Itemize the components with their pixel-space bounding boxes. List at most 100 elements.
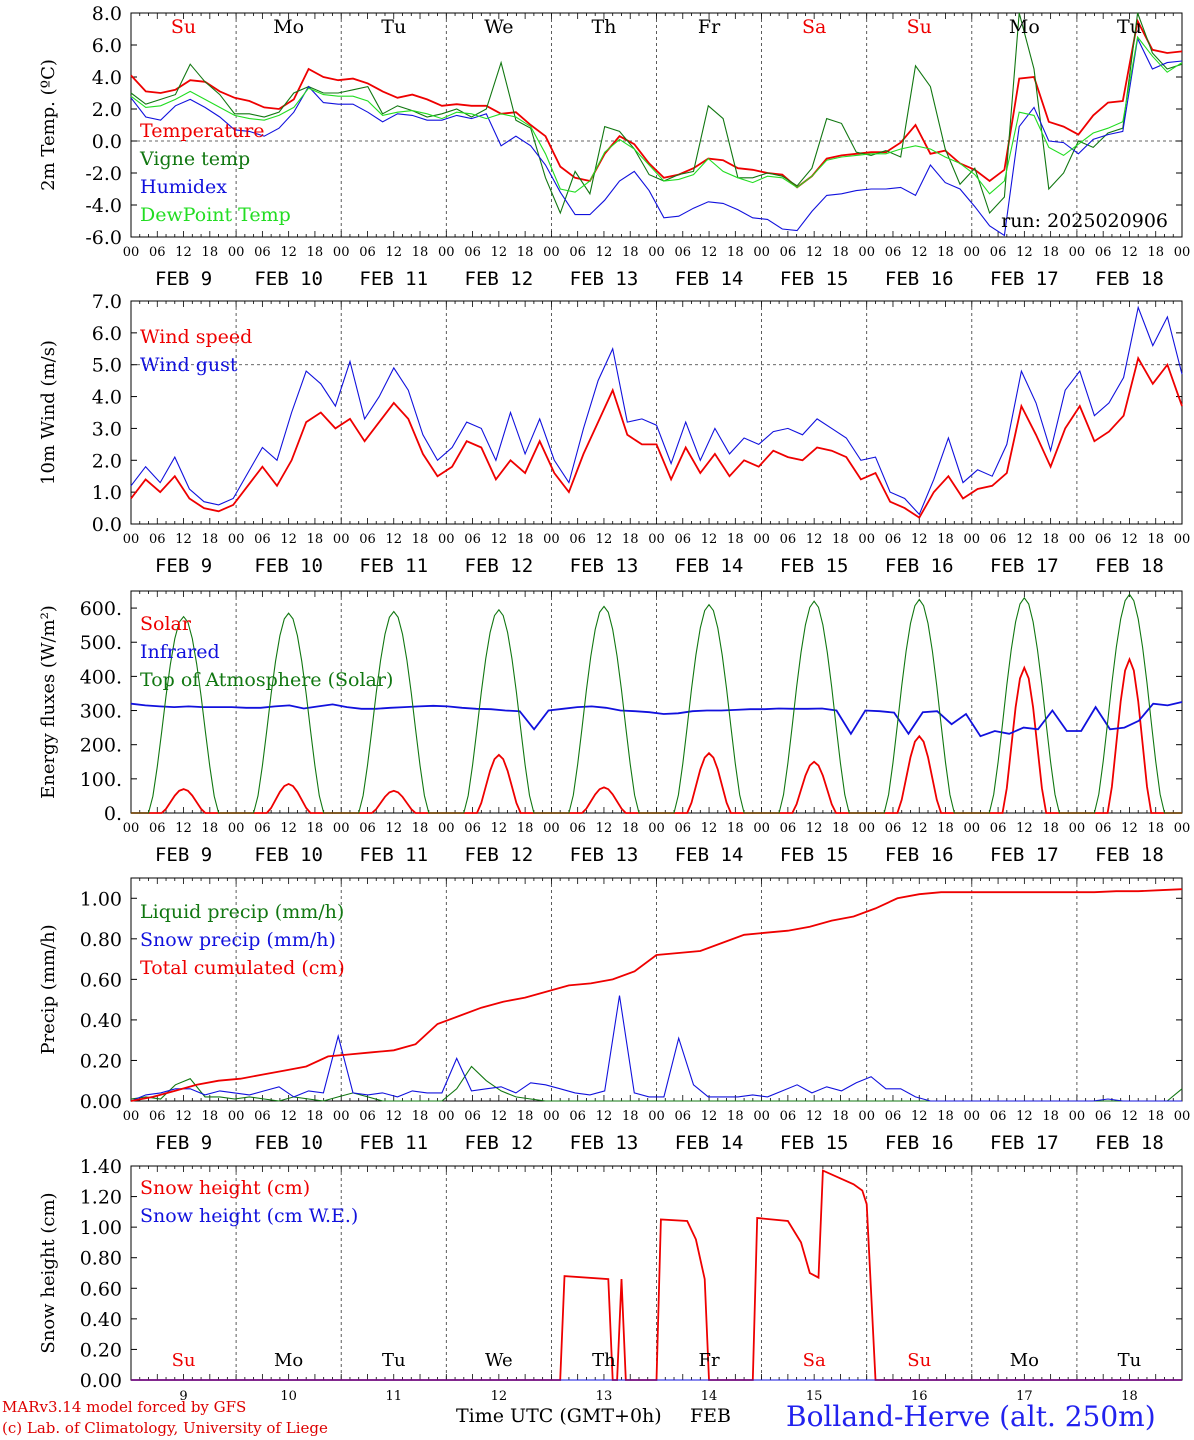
y-tick-label: 0.00 [80,1370,122,1392]
hour-tick-label: 18 [412,821,429,836]
hour-tick-label: 12 [1016,821,1033,836]
hour-tick-label: 00 [438,1109,455,1124]
hour-tick-label: 12 [596,1109,613,1124]
weekday-label-top: Tu [381,16,406,38]
weekday-label-bottom: Su [907,1350,931,1371]
hour-tick-label: 18 [727,245,744,260]
y-tick-label: 0.60 [80,969,122,991]
date-label: FEB 11 [359,844,428,866]
y-axis-label: Precip (mm/h) [38,924,59,1054]
y-axis-label: 2m Temp. (ºC) [38,59,59,191]
hour-tick-label: 00 [648,1109,665,1124]
hour-tick-label: 00 [333,532,350,547]
date-label: FEB 11 [359,268,428,290]
y-tick-label: 8.0 [92,3,122,25]
legend-entry: Wind gust [140,354,238,376]
hour-tick-label: 12 [701,1109,718,1124]
hour-tick-label: 06 [254,1109,271,1124]
y-tick-label: 500. [80,632,122,654]
date-label: FEB 9 [155,555,212,577]
weekday-label-bottom: Tu [382,1350,406,1371]
date-label: FEB 9 [155,268,212,290]
date-label: FEB 12 [465,555,534,577]
y-tick-label: 0.20 [80,1050,122,1072]
hour-tick-label: 00 [333,1109,350,1124]
y-tick-label: 0.40 [80,1010,122,1032]
date-label: FEB 14 [675,1132,744,1154]
hour-tick-label: 18 [307,1109,324,1124]
legend-entry: Top of Atmosphere (Solar) [140,669,393,691]
hour-tick-label: 18 [1147,245,1164,260]
hour-tick-label: 12 [280,821,297,836]
hour-tick-label: 00 [438,821,455,836]
hour-tick-label: 18 [517,1109,534,1124]
date-label: FEB 15 [780,268,849,290]
hour-tick-label: 18 [202,1109,219,1124]
hour-tick-label: 06 [675,245,692,260]
day-number-label: 16 [911,1389,928,1404]
hour-tick-label: 00 [228,245,245,260]
hour-tick-label: 18 [307,821,324,836]
date-label: FEB 12 [465,268,534,290]
hour-tick-label: 12 [175,821,192,836]
hour-tick-label: 12 [596,821,613,836]
date-label: FEB 14 [675,268,744,290]
y-tick-label: 6.0 [92,323,122,345]
legend-entry: Snow height (cm W.E.) [140,1205,358,1227]
hour-tick-label: 18 [412,245,429,260]
hour-tick-label: 00 [123,532,140,547]
hour-tick-label: 18 [727,821,744,836]
y-tick-label: 4.0 [92,67,122,89]
weekday-label-top: Sa [802,16,826,38]
hour-tick-label: 00 [648,532,665,547]
hour-tick-label: 12 [280,1109,297,1124]
hour-tick-label: 00 [543,532,560,547]
hour-tick-label: 00 [543,821,560,836]
panel-3: 600. 500. 400. 300. 200. 100. 0. Energy fluxes … [38,590,1190,866]
hour-tick-label: 06 [675,532,692,547]
hour-tick-label: 06 [149,821,166,836]
hour-tick-label: 00 [858,532,875,547]
hour-tick-label: 18 [1042,1109,1059,1124]
date-label: FEB 17 [990,844,1059,866]
hour-tick-label: 12 [175,532,192,547]
y-tick-label: 400. [80,666,122,688]
hour-tick-label: 06 [885,821,902,836]
y-tick-label: -4.0 [85,195,122,217]
hour-tick-label: 18 [727,1109,744,1124]
hour-tick-label: 12 [806,821,823,836]
hour-tick-label: 12 [280,532,297,547]
hour-tick-label: 18 [622,821,639,836]
hour-tick-label: 06 [149,532,166,547]
y-tick-label: 0. [104,803,122,825]
hour-tick-label: 18 [202,245,219,260]
y-tick-label: 7.0 [92,291,122,313]
hour-tick-label: 06 [464,821,481,836]
date-label: FEB 18 [1095,844,1164,866]
legend-entry: Wind speed [140,326,252,348]
hour-tick-label: 18 [832,1109,849,1124]
hour-tick-label: 12 [806,245,823,260]
date-label: FEB 11 [359,1132,428,1154]
weekday-label-bottom: Mo [1010,1350,1039,1371]
hour-tick-label: 06 [254,245,271,260]
hour-tick-label: 00 [1174,245,1191,260]
hour-tick-label: 12 [701,821,718,836]
hour-tick-label: 06 [464,245,481,260]
y-tick-label: 1.00 [80,1217,122,1239]
hour-tick-label: 18 [412,1109,429,1124]
weekday-label-top: Tu [1117,16,1142,38]
hour-tick-label: 18 [1042,532,1059,547]
hour-tick-label: 00 [858,1109,875,1124]
series-line-snow-precip-mm-h- [130,995,1182,1102]
series-line-wind-speed [130,355,1183,519]
y-tick-label: -6.0 [85,227,122,249]
hour-tick-label: 00 [648,821,665,836]
hour-tick-label: 18 [937,245,954,260]
date-label: FEB 10 [254,555,323,577]
weekday-label-bottom: Fr [699,1350,720,1371]
hour-tick-label: 12 [701,532,718,547]
date-label: FEB 16 [885,268,954,290]
date-label: FEB 10 [254,268,323,290]
day-number-label: 17 [1016,1389,1033,1404]
